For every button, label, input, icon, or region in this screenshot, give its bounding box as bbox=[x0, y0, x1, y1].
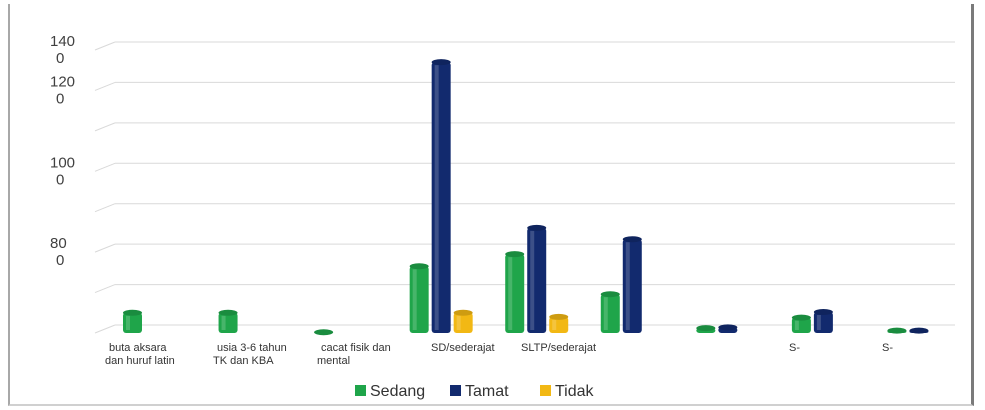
bar bbox=[600, 291, 620, 333]
gridline-depth bbox=[94, 81, 116, 91]
bar bbox=[123, 309, 142, 333]
bars bbox=[123, 59, 929, 336]
legend: Sedang Tamat Tidak bbox=[355, 383, 595, 400]
legend-item: Tidak bbox=[540, 383, 595, 400]
legend-label: Sedang bbox=[370, 383, 425, 400]
chart-frame bbox=[8, 4, 974, 406]
y-tick-label: 100 0 bbox=[50, 154, 75, 188]
legend-swatch bbox=[540, 385, 551, 396]
bar bbox=[622, 236, 642, 333]
gridline-depth bbox=[94, 41, 116, 51]
bar bbox=[505, 251, 525, 333]
legend-item: Tamat bbox=[450, 383, 509, 400]
y-tick-label: 120 0 bbox=[50, 73, 75, 107]
bar bbox=[431, 59, 451, 333]
legend-label: Tamat bbox=[465, 383, 509, 400]
x-tick-label: S- bbox=[882, 342, 893, 354]
bar bbox=[314, 329, 334, 336]
gridline-depth bbox=[94, 162, 116, 172]
bar bbox=[791, 314, 811, 333]
bar bbox=[813, 308, 833, 333]
gridline-depth bbox=[94, 122, 116, 132]
x-tick-label: cacat fisik dan mental bbox=[317, 342, 391, 367]
bar bbox=[527, 224, 547, 333]
bar bbox=[696, 325, 716, 333]
legend-swatch bbox=[355, 385, 366, 396]
bar bbox=[549, 313, 569, 333]
legend-swatch bbox=[450, 385, 461, 396]
y-tick-label: 80 0 bbox=[50, 235, 67, 269]
x-tick-label: SLTP/sederajat bbox=[521, 342, 596, 354]
y-axis-labels: 80 0 100 0 120 0 140 0 bbox=[50, 33, 75, 269]
gridline-depth bbox=[94, 243, 116, 253]
bar bbox=[409, 263, 429, 333]
gridline-depth bbox=[94, 203, 116, 213]
x-tick-label: buta aksara dan huruf latin bbox=[105, 342, 175, 367]
gridline-depth bbox=[94, 284, 116, 294]
legend-label: Tidak bbox=[555, 383, 595, 400]
x-tick-label: S- bbox=[789, 342, 800, 354]
bar bbox=[453, 309, 473, 333]
gridline-depth bbox=[94, 324, 116, 334]
legend-item: Sedang bbox=[355, 383, 425, 400]
bar bbox=[218, 309, 238, 333]
y-tick-label: 140 0 bbox=[50, 33, 75, 67]
bar bbox=[909, 327, 929, 334]
bar bbox=[887, 327, 907, 334]
x-tick-label: usia 3-6 tahun TK dan KBA bbox=[213, 342, 287, 367]
x-axis-labels: buta aksara dan huruf latin usia 3-6 tahun… bbox=[105, 342, 893, 367]
bar bbox=[718, 324, 738, 333]
x-tick-label: SD/sederajat bbox=[431, 342, 495, 354]
gridlines bbox=[94, 41, 955, 334]
